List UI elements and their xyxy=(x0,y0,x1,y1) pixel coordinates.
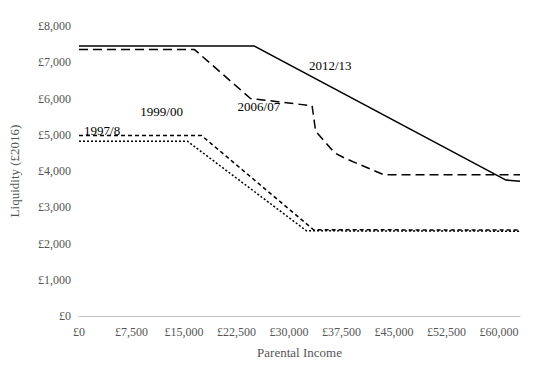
svg-text:£8,000: £8,000 xyxy=(38,19,71,33)
svg-text:£45,000: £45,000 xyxy=(375,325,414,339)
svg-text:£3,000: £3,000 xyxy=(38,200,71,214)
svg-text:£15,000: £15,000 xyxy=(165,325,204,339)
svg-text:£0: £0 xyxy=(73,325,85,339)
svg-text:£60,000: £60,000 xyxy=(480,325,519,339)
svg-text:£22,500: £22,500 xyxy=(217,325,256,339)
svg-text:£5,000: £5,000 xyxy=(38,128,71,142)
svg-text:2006/07: 2006/07 xyxy=(238,99,281,114)
svg-text:£6,000: £6,000 xyxy=(38,92,71,106)
svg-text:£37,500: £37,500 xyxy=(322,325,361,339)
svg-text:£0: £0 xyxy=(59,309,71,323)
svg-text:1999/00: 1999/00 xyxy=(140,104,183,119)
svg-text:£1,000: £1,000 xyxy=(38,273,71,287)
svg-text:2012/13: 2012/13 xyxy=(309,58,352,73)
svg-text:£4,000: £4,000 xyxy=(38,164,71,178)
svg-text:£7,000: £7,000 xyxy=(38,55,71,69)
svg-text:Parental Income: Parental Income xyxy=(257,345,342,360)
svg-text:1997/8: 1997/8 xyxy=(84,123,120,138)
svg-text:£7,500: £7,500 xyxy=(115,325,148,339)
svg-text:£52,500: £52,500 xyxy=(427,325,466,339)
svg-text:£30,000: £30,000 xyxy=(270,325,309,339)
svg-text:Liquidity (£2016): Liquidity (£2016) xyxy=(7,125,22,218)
svg-text:£2,000: £2,000 xyxy=(38,237,71,251)
